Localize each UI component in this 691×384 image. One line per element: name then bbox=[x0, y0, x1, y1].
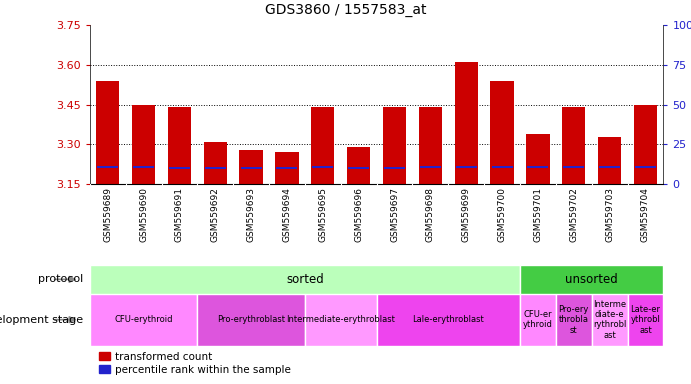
Bar bbox=[556, 294, 591, 346]
Bar bbox=[198, 294, 305, 346]
Bar bbox=[168, 107, 191, 184]
Bar bbox=[240, 150, 263, 184]
Bar bbox=[527, 166, 549, 168]
Text: GSM559693: GSM559693 bbox=[247, 187, 256, 242]
Text: Lale-erythroblast: Lale-erythroblast bbox=[413, 315, 484, 324]
Bar bbox=[90, 294, 198, 346]
Text: GSM559703: GSM559703 bbox=[605, 187, 614, 242]
Text: GSM559699: GSM559699 bbox=[462, 187, 471, 242]
Bar bbox=[133, 166, 154, 168]
Bar bbox=[132, 104, 155, 184]
Bar bbox=[240, 167, 262, 169]
Text: GSM559695: GSM559695 bbox=[319, 187, 328, 242]
Text: GSM559697: GSM559697 bbox=[390, 187, 399, 242]
Bar bbox=[491, 166, 513, 168]
Text: Intermediate-erythroblast: Intermediate-erythroblast bbox=[286, 315, 395, 324]
Bar bbox=[384, 167, 405, 169]
Text: sorted: sorted bbox=[286, 273, 324, 286]
Bar bbox=[275, 152, 299, 184]
Bar bbox=[455, 62, 478, 184]
Text: GSM559698: GSM559698 bbox=[426, 187, 435, 242]
Text: Interme
diate-e
rythrobl
ast: Interme diate-e rythrobl ast bbox=[593, 300, 626, 340]
Bar bbox=[419, 107, 442, 184]
Text: GSM559696: GSM559696 bbox=[354, 187, 363, 242]
Bar bbox=[97, 166, 118, 168]
Text: Late-er
ythrobl
ast: Late-er ythrobl ast bbox=[630, 305, 661, 334]
Bar bbox=[348, 167, 369, 169]
Bar bbox=[377, 294, 520, 346]
Bar bbox=[520, 265, 663, 294]
Bar bbox=[635, 166, 656, 168]
Text: GSM559691: GSM559691 bbox=[175, 187, 184, 242]
Bar bbox=[420, 166, 441, 168]
Legend: transformed count, percentile rank within the sample: transformed count, percentile rank withi… bbox=[95, 348, 295, 379]
Text: GSM559692: GSM559692 bbox=[211, 187, 220, 242]
Bar bbox=[96, 81, 120, 184]
Bar bbox=[204, 142, 227, 184]
Bar bbox=[591, 294, 627, 346]
Bar bbox=[312, 166, 333, 168]
Text: Pro-ery
throbla
st: Pro-ery throbla st bbox=[558, 305, 589, 334]
Text: GSM559701: GSM559701 bbox=[533, 187, 542, 242]
Bar bbox=[563, 166, 584, 168]
Text: GSM559702: GSM559702 bbox=[569, 187, 578, 242]
Text: GSM559704: GSM559704 bbox=[641, 187, 650, 242]
Text: protocol: protocol bbox=[38, 274, 83, 285]
Bar bbox=[598, 136, 621, 184]
Bar bbox=[562, 107, 585, 184]
Text: GSM559689: GSM559689 bbox=[103, 187, 112, 242]
Bar bbox=[347, 147, 370, 184]
Text: CFU-er
ythroid: CFU-er ythroid bbox=[523, 310, 553, 329]
Bar bbox=[90, 265, 520, 294]
Text: GDS3860 / 1557583_at: GDS3860 / 1557583_at bbox=[265, 3, 426, 17]
Text: GSM559690: GSM559690 bbox=[139, 187, 148, 242]
Text: GSM559700: GSM559700 bbox=[498, 187, 507, 242]
Bar bbox=[276, 167, 297, 169]
Bar bbox=[627, 294, 663, 346]
Bar bbox=[527, 134, 549, 184]
Bar bbox=[305, 294, 377, 346]
Bar bbox=[311, 107, 334, 184]
Bar bbox=[520, 294, 556, 346]
Bar bbox=[169, 167, 190, 169]
Bar bbox=[634, 104, 657, 184]
Text: CFU-erythroid: CFU-erythroid bbox=[114, 315, 173, 324]
Text: development stage: development stage bbox=[0, 314, 83, 325]
Text: GSM559694: GSM559694 bbox=[283, 187, 292, 242]
Text: unsorted: unsorted bbox=[565, 273, 618, 286]
Text: Pro-erythroblast: Pro-erythroblast bbox=[217, 315, 285, 324]
Bar bbox=[456, 166, 477, 168]
Bar bbox=[205, 167, 226, 169]
Bar bbox=[599, 166, 620, 168]
Bar bbox=[491, 81, 513, 184]
Bar bbox=[383, 107, 406, 184]
